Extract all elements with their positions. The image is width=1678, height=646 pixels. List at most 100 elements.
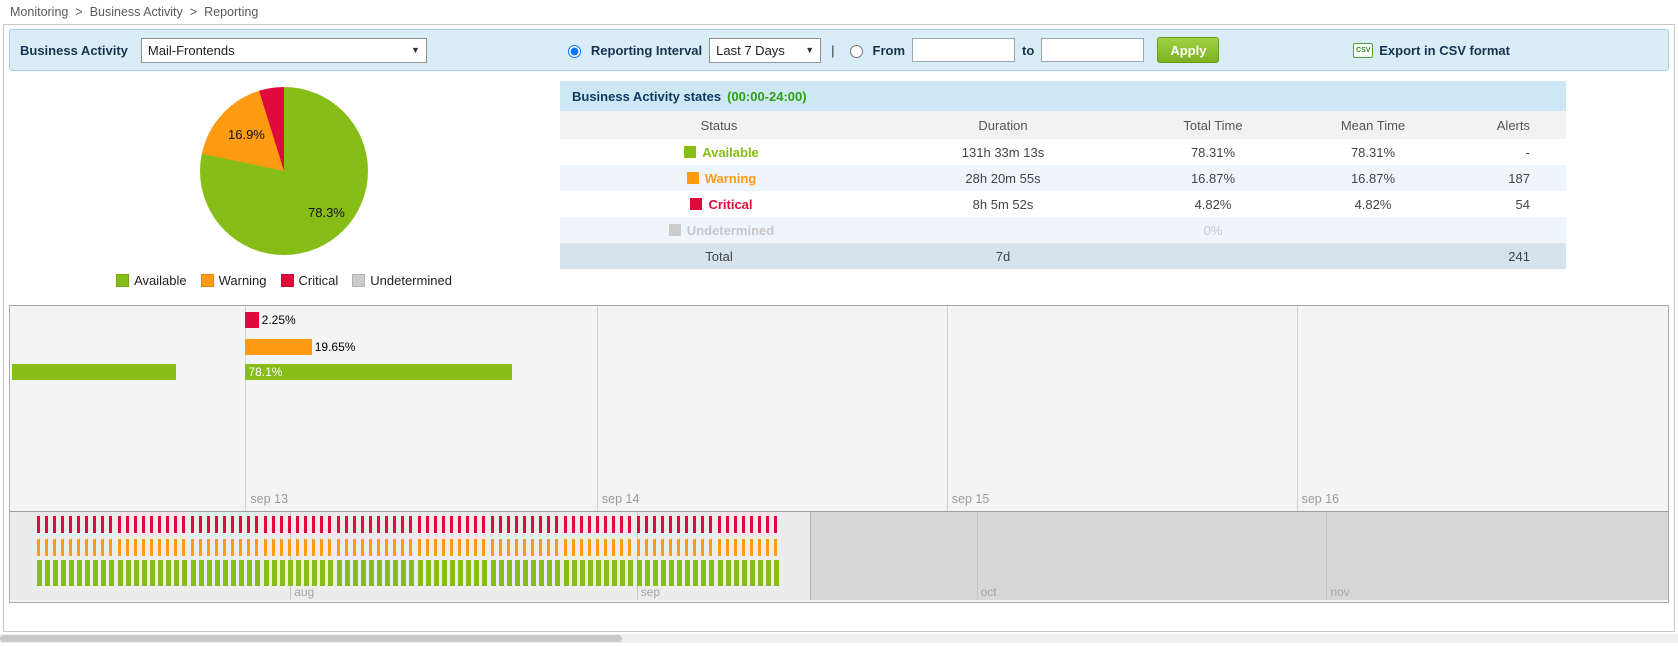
overview-tick-available (555, 560, 561, 586)
overview-tick-warning (52, 539, 56, 556)
overview-tick-available (417, 560, 423, 586)
timeline-bar-label: 2.25% (261, 313, 296, 327)
overview-month-label: nov (1330, 585, 1350, 599)
overview-tick-critical (77, 516, 81, 533)
horizontal-scrollbar-thumb[interactable] (0, 635, 622, 642)
overview-tick-warning (474, 539, 478, 556)
overview-tick-critical (409, 516, 413, 533)
to-label: to (1022, 42, 1035, 58)
overview-tick-critical (636, 516, 640, 533)
total-alerts: 241 (1448, 243, 1566, 269)
overview-tick-available (604, 560, 610, 586)
status-cell-warning: Warning (560, 165, 878, 191)
breadcrumb-item-business-activity[interactable]: Business Activity (89, 5, 183, 19)
status-label-critical: Critical (708, 196, 753, 212)
overview-tick-available (701, 560, 707, 586)
overview-tick-available (401, 560, 407, 586)
overview-tick-critical (677, 516, 681, 533)
timeline-upper-band[interactable]: sep 13 sep 14 sep 15 sep 16 2.25% 19.65% 78.1% (10, 306, 1668, 512)
overview-tick-available (685, 560, 691, 586)
to-date-input[interactable] (1041, 38, 1145, 62)
reporting-interval-select[interactable]: Last 7 Days ▼ (709, 37, 822, 63)
overview-tick-critical (709, 516, 713, 533)
overview-tick-warning (409, 539, 413, 556)
horizontal-scrollbar[interactable] (0, 634, 1678, 643)
overview-tick-available (587, 560, 593, 586)
overview-tick-warning (595, 539, 599, 556)
overview-tick-critical (44, 516, 48, 533)
overview-tick-available (352, 560, 358, 586)
timeline-gridline (946, 306, 948, 511)
states-header-row: Status Duration Total Time Mean Time Ale… (560, 111, 1566, 139)
overview-tick-critical (774, 516, 778, 533)
overview-tick-available (409, 560, 415, 586)
overview-tick-critical (401, 516, 405, 533)
timeline-gridline (1296, 306, 1298, 511)
overview-tick-warning (133, 539, 137, 556)
export-csv-button[interactable]: CSV Export in CSV format (1353, 42, 1510, 58)
overview-tick-critical (474, 516, 478, 533)
overview-tick-warning (417, 539, 421, 556)
overview-tick-critical (295, 516, 299, 533)
mean-time-cell (1298, 217, 1448, 243)
overview-tick-available (506, 560, 512, 586)
overview-tick-critical (668, 516, 672, 533)
overview-tick-available (450, 560, 456, 586)
overview-tick-critical (214, 516, 218, 533)
overview-tick-critical (490, 516, 494, 533)
overview-tick-warning (198, 539, 202, 556)
legend-swatch-undetermined (352, 274, 366, 287)
overview-tick-critical (101, 516, 105, 533)
breadcrumb-separator: > (189, 5, 198, 19)
business-activity-select[interactable]: Mail-Frontends ▼ (140, 37, 427, 63)
overview-tick-available (758, 560, 764, 586)
states-title: Business Activity states (572, 88, 722, 104)
overview-tick-available (660, 560, 666, 586)
overview-tick-critical (93, 516, 97, 533)
overview-tick-available (490, 560, 496, 586)
overview-tick-critical (344, 516, 348, 533)
overview-tick-warning (450, 539, 454, 556)
states-table-body: Available 131h 33m 13s 78.31% 78.31% - Warnin… (560, 139, 1566, 243)
overview-tick-warning (190, 539, 194, 556)
reporting-interval-radio[interactable] (567, 45, 581, 58)
overview-tick-warning (458, 539, 462, 556)
overview-tick-warning (506, 539, 510, 556)
overview-tick-critical (482, 516, 486, 533)
duration-cell: 8h 5m 52s (972, 196, 1034, 212)
custom-period-radio[interactable] (849, 45, 863, 58)
status-cell-undetermined: Undetermined (560, 217, 878, 243)
overview-tick-critical (766, 516, 770, 533)
overview-tick-warning (466, 539, 470, 556)
overview-tick-warning (60, 539, 64, 556)
overview-tick-critical (758, 516, 762, 533)
total-time-cell: 4.82% (1194, 196, 1232, 212)
duration-cell: 28h 20m 55s (965, 170, 1041, 186)
breadcrumb-item-reporting[interactable]: Reporting (204, 5, 259, 19)
breadcrumb-item-monitoring[interactable]: Monitoring (10, 5, 69, 19)
toolbar-separator: | (831, 42, 835, 58)
overview-tick-warning (741, 539, 745, 556)
overview-tick-available (547, 560, 553, 586)
overview-tick-critical (555, 516, 559, 533)
apply-button[interactable]: Apply (1157, 37, 1220, 63)
mean-time-cell: 78.31% (1350, 144, 1396, 160)
reporting-interval-selected-value: Last 7 Days (716, 42, 785, 58)
overview-tick-critical (52, 516, 56, 533)
overview-tick-available (620, 560, 626, 586)
overview-tick-warning (693, 539, 697, 556)
overview-tick-warning (109, 539, 113, 556)
overview-tick-available (563, 560, 569, 586)
overview-tick-available (295, 560, 301, 586)
total-duration: 7d (878, 243, 1128, 269)
status-cell-critical: Critical (560, 191, 878, 217)
total-time-cell: 16.87% (1190, 170, 1236, 186)
chevron-down-icon: ▼ (410, 45, 420, 55)
overview-tick-critical (125, 516, 129, 533)
overview-tick-critical (425, 516, 429, 533)
from-date-input[interactable] (912, 38, 1016, 62)
overview-tick-critical (150, 516, 154, 533)
overview-tick-critical (239, 516, 243, 533)
overview-tick-critical (579, 516, 583, 533)
